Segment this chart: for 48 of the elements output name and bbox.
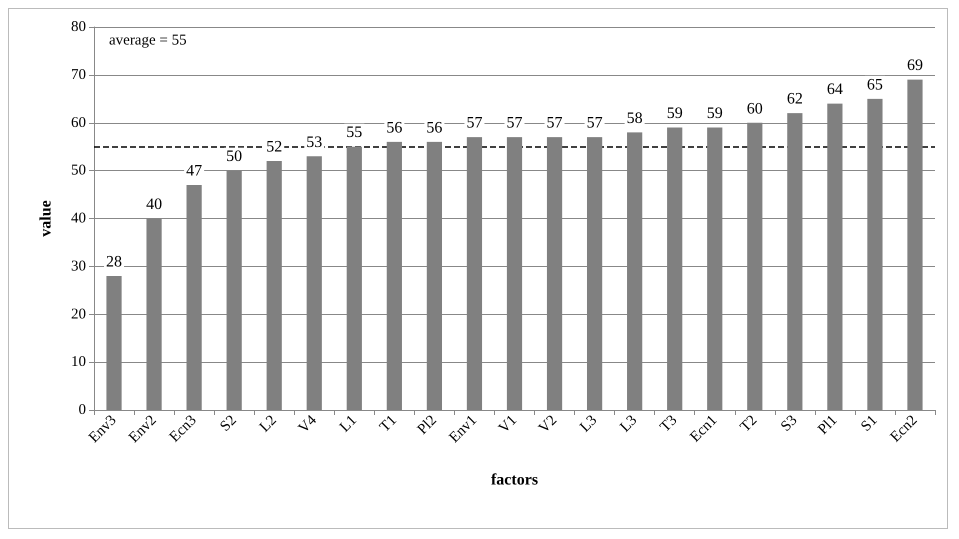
data-label: 60 [746, 100, 763, 118]
y-tick-label: 50 [71, 162, 86, 179]
x-axis-title: factors [490, 472, 538, 488]
data-label: 69 [906, 57, 923, 74]
data-label: 55 [346, 124, 362, 142]
x-tick-label: S3 [778, 412, 800, 435]
y-tick-label: 80 [71, 19, 86, 35]
y-tick-label: 20 [71, 306, 86, 322]
data-label: 65 [866, 76, 883, 94]
data-label: 62 [786, 90, 803, 108]
x-tick-label: L3 [577, 412, 600, 436]
y-tick-label: 0 [78, 402, 86, 418]
x-tick-label: T3 [657, 412, 680, 436]
annotation: average = 55 [109, 32, 187, 48]
data-label: 56 [386, 119, 402, 136]
data-label: 47 [186, 162, 202, 180]
data-label: 57 [506, 114, 522, 132]
y-tick-label: 60 [71, 114, 86, 131]
x-tick-label: T2 [737, 412, 760, 436]
data-label: 57 [466, 114, 482, 132]
x-tick-label: L1 [336, 412, 360, 436]
x-tick-label: L2 [256, 412, 280, 436]
data-label: 52 [266, 138, 282, 156]
data-label: 53 [306, 134, 322, 151]
y-tick-label: 30 [71, 258, 86, 274]
x-tick-label: T1 [376, 412, 400, 436]
y-tick-label: 10 [71, 354, 86, 370]
y-tick-label: 70 [71, 66, 86, 83]
data-label: 28 [106, 253, 122, 270]
data-label: 57 [546, 114, 563, 132]
data-label: 58 [626, 110, 643, 127]
data-label: 57 [586, 114, 603, 132]
x-tick-label: V2 [536, 412, 560, 437]
y-tick-label: 40 [71, 210, 86, 226]
x-tick-label: V4 [296, 412, 320, 437]
data-label: 56 [426, 119, 442, 136]
x-tick-label: V1 [496, 412, 520, 437]
x-tick-label: L3 [617, 412, 640, 436]
x-tick-label: Pl2 [414, 412, 440, 438]
x-tick-label: S2 [217, 412, 240, 435]
y-axis-title: value [38, 200, 54, 237]
data-label: 64 [826, 81, 843, 98]
x-tick-label: Pl1 [815, 412, 841, 438]
data-label: 40 [146, 196, 162, 213]
data-label: 59 [706, 105, 723, 122]
data-label: 50 [226, 148, 242, 166]
data-label: 59 [666, 105, 683, 122]
x-tick-label: S1 [858, 412, 881, 435]
